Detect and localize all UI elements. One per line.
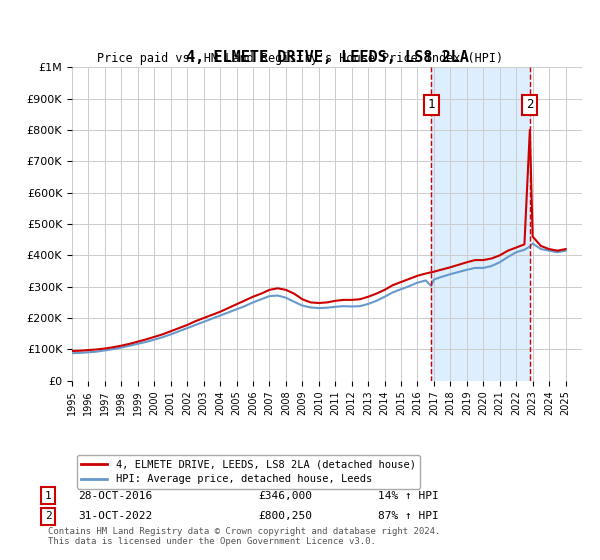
Text: Price paid vs. HM Land Registry's House Price Index (HPI): Price paid vs. HM Land Registry's House … bbox=[97, 52, 503, 66]
Text: 1: 1 bbox=[44, 491, 52, 501]
Text: 14% ↑ HPI: 14% ↑ HPI bbox=[378, 491, 439, 501]
Text: Contains HM Land Registry data © Crown copyright and database right 2024.
This d: Contains HM Land Registry data © Crown c… bbox=[48, 526, 440, 546]
Text: £800,250: £800,250 bbox=[258, 511, 312, 521]
Text: 2: 2 bbox=[44, 511, 52, 521]
Text: £346,000: £346,000 bbox=[258, 491, 312, 501]
Text: 2: 2 bbox=[526, 99, 533, 111]
Bar bbox=[431, 67, 530, 381]
Text: 87% ↑ HPI: 87% ↑ HPI bbox=[378, 511, 439, 521]
Legend: 4, ELMETE DRIVE, LEEDS, LS8 2LA (detached house), HPI: Average price, detached h: 4, ELMETE DRIVE, LEEDS, LS8 2LA (detache… bbox=[77, 455, 420, 488]
Text: 31-OCT-2022: 31-OCT-2022 bbox=[78, 511, 152, 521]
Text: 1: 1 bbox=[427, 99, 435, 111]
Title: 4, ELMETE DRIVE, LEEDS, LS8 2LA: 4, ELMETE DRIVE, LEEDS, LS8 2LA bbox=[185, 50, 469, 64]
Text: 28-OCT-2016: 28-OCT-2016 bbox=[78, 491, 152, 501]
